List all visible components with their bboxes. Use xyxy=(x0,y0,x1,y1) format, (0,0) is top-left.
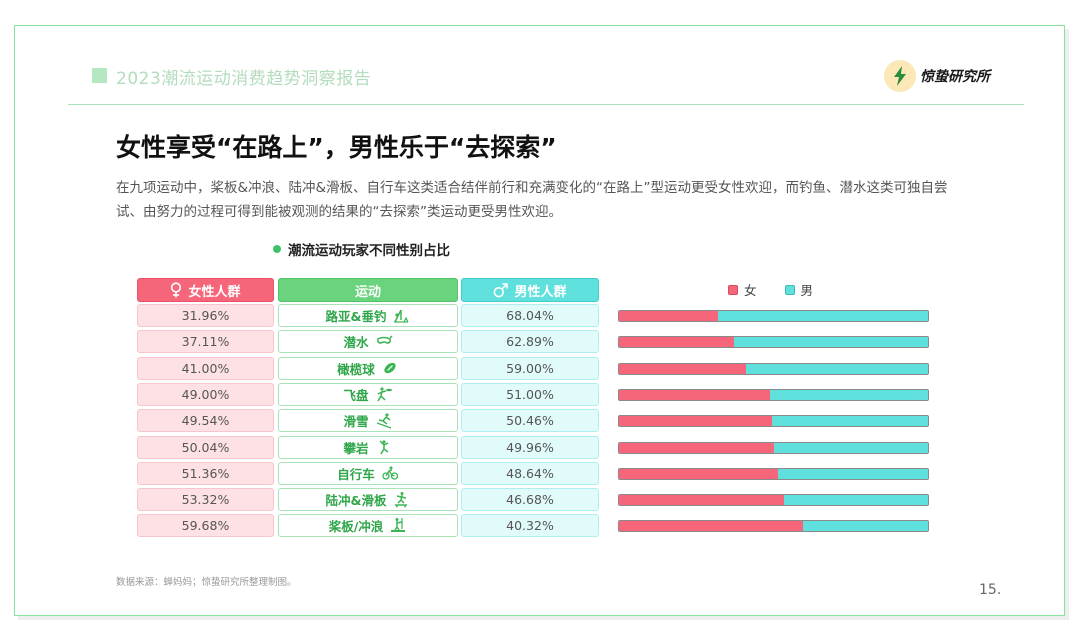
logo-text: 惊蛰研究所 xyxy=(920,69,990,85)
female-bar-segment xyxy=(619,468,778,479)
female-percent-cell: 51.36% xyxy=(137,461,274,485)
female-bar-segment xyxy=(619,363,746,374)
frisbee-icon xyxy=(376,386,393,403)
sport-label: 滑雪 xyxy=(343,414,369,430)
male-percent-cell: 49.96% xyxy=(461,435,599,459)
sport-label: 橄榄球 xyxy=(337,361,375,377)
sport-label: 陆冲&滑板 xyxy=(325,493,387,509)
gender-ratio-bar xyxy=(618,494,929,507)
female-percent-cell: 31.96% xyxy=(137,304,274,327)
male-percent-cell: 48.64% xyxy=(461,461,599,485)
sport-label: 桨板/冲浪 xyxy=(328,519,384,535)
data-source: 数据来源：蝉妈妈；惊蛰研究所整理制图。 xyxy=(116,577,297,588)
chart-subtitle: 潮流运动玩家不同性别占比 xyxy=(273,239,450,259)
description: 在九项运动中，桨板&冲浪、陆冲&滑板、自行车这类适合结伴前行和充满变化的“在路上… xyxy=(116,180,948,220)
gender-ratio-bar xyxy=(618,310,929,322)
female-header: 女性人群 xyxy=(137,278,274,302)
male-percent-cell: 62.89% xyxy=(461,330,599,354)
female-percent-cell: 49.54% xyxy=(137,409,274,433)
brand-logo: 惊蛰研究所 xyxy=(884,60,990,92)
male-percent-cell: 46.68% xyxy=(461,488,599,512)
legend-swatch-male xyxy=(784,284,795,295)
sport-cell: 攀岩 xyxy=(278,435,458,459)
female-percent-cell: 41.00% xyxy=(137,356,274,380)
rugby-ball-icon xyxy=(382,360,399,377)
sport-label: 路亚&垂钓 xyxy=(325,309,387,324)
male-percent-cell: 40.32% xyxy=(461,514,599,538)
gender-ratio-bar xyxy=(618,415,929,428)
male-bar-segment xyxy=(733,337,928,348)
gender-ratio-bar xyxy=(618,441,929,454)
male-bar-segment xyxy=(803,521,928,532)
male-bar-segment xyxy=(745,363,928,374)
skateboard-icon xyxy=(393,491,410,508)
sport-cell: 自行车 xyxy=(278,461,458,485)
male-bar-segment xyxy=(773,442,928,453)
female-percent-cell: 59.68% xyxy=(137,514,274,538)
male-percent-cell: 51.00% xyxy=(461,382,599,406)
sport-cell: 桨板/冲浪 xyxy=(278,514,458,538)
male-bar-segment xyxy=(772,416,928,427)
bullet-dot-icon xyxy=(273,245,281,253)
male-header: 男性人群 xyxy=(461,278,599,302)
header-marker xyxy=(92,68,107,83)
gender-ratio-bar xyxy=(618,467,929,480)
female-bar-segment xyxy=(619,442,774,453)
male-bar-segment xyxy=(770,389,928,400)
chart-legend: 女 男 xyxy=(728,280,813,299)
sport-label: 潜水 xyxy=(343,335,369,351)
female-bar-segment xyxy=(619,389,771,400)
male-percent-cell: 50.46% xyxy=(461,409,599,433)
gender-ratio-bar xyxy=(618,336,929,349)
skiing-icon xyxy=(376,412,393,429)
sport-label: 攀岩 xyxy=(343,440,369,456)
legend-label-male: 男 xyxy=(800,283,814,298)
female-symbol-icon xyxy=(171,282,182,298)
female-percent-cell: 49.00% xyxy=(137,382,274,406)
lightning-icon xyxy=(884,60,916,92)
diving-mask-icon xyxy=(376,333,393,350)
female-bar-segment xyxy=(619,521,804,532)
female-percent-cell: 53.32% xyxy=(137,488,274,512)
male-bar-segment xyxy=(783,495,928,506)
legend-label-female: 女 xyxy=(744,283,757,298)
male-percent-cell: 68.04% xyxy=(461,304,599,327)
male-header-label: 男性人群 xyxy=(514,284,567,300)
sport-cell: 路亚&垂钓 xyxy=(278,304,458,327)
sport-header: 运动 xyxy=(278,278,458,302)
climbing-icon xyxy=(376,439,393,456)
gender-ratio-bar xyxy=(618,362,929,375)
male-percent-cell: 59.00% xyxy=(461,356,599,380)
page-title: 女性享受“在路上”，男性乐于“去探索” xyxy=(116,133,557,162)
female-bar-segment xyxy=(619,495,784,506)
female-percent-cell: 37.11% xyxy=(137,330,274,354)
report-title: 2023潮流运动消费趋势洞察报告 xyxy=(116,69,372,89)
female-bar-segment xyxy=(619,337,734,348)
legend-swatch-female xyxy=(728,284,738,295)
chart-subtitle-text: 潮流运动玩家不同性别占比 xyxy=(288,243,450,259)
female-header-label: 女性人群 xyxy=(188,284,241,300)
bicycle-icon xyxy=(382,465,399,482)
female-bar-segment xyxy=(619,416,773,427)
fishing-icon xyxy=(393,307,410,324)
sport-label: 自行车 xyxy=(337,466,375,482)
male-bar-segment xyxy=(717,311,928,321)
male-bar-segment xyxy=(777,468,928,479)
sport-cell: 橄榄球 xyxy=(278,356,458,380)
sport-cell: 潜水 xyxy=(278,330,458,354)
sport-header-label: 运动 xyxy=(354,284,381,300)
male-symbol-icon xyxy=(494,282,509,297)
female-bar-segment xyxy=(619,311,718,321)
sport-cell: 陆冲&滑板 xyxy=(278,488,458,512)
sport-cell: 飞盘 xyxy=(278,382,458,406)
sport-cell: 滑雪 xyxy=(278,409,458,433)
header-divider xyxy=(68,104,1024,105)
sport-label: 飞盘 xyxy=(343,387,369,403)
gender-ratio-bar xyxy=(618,388,929,401)
gender-ratio-bar xyxy=(618,520,929,533)
female-percent-cell: 50.04% xyxy=(137,435,274,459)
paddleboard-icon xyxy=(390,517,407,534)
page-number: 15. xyxy=(979,582,1002,598)
